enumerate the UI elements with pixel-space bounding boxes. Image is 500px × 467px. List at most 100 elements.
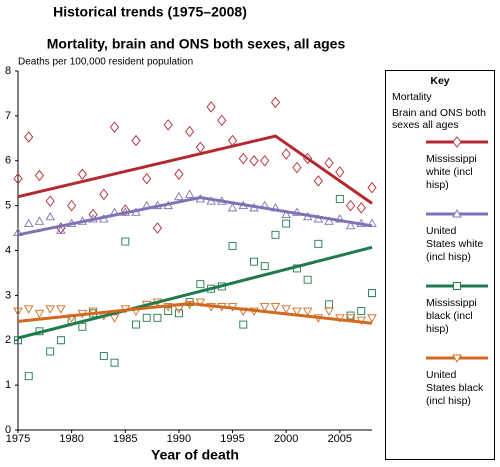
- trend-line: [17, 134, 373, 205]
- chart-subtitle: Mortality, brain and ONS both sexes, all…: [47, 36, 346, 52]
- y-tick-label: 1: [5, 379, 11, 391]
- marker: [281, 209, 291, 219]
- marker: [281, 305, 291, 314]
- trend-line: [17, 245, 373, 340]
- legend-entry: United States black (incl hisp): [392, 351, 488, 423]
- marker: [260, 155, 270, 167]
- legend-swatch: [426, 354, 488, 363]
- marker: [164, 307, 173, 316]
- marker: [303, 275, 312, 284]
- marker: [356, 202, 366, 214]
- legend-label: Mississippi white (incl hisp): [426, 153, 477, 191]
- x-tick-label: 2005: [328, 433, 352, 445]
- marker: [56, 305, 66, 314]
- marker: [271, 230, 280, 239]
- marker: [185, 125, 195, 138]
- marker: [174, 168, 184, 180]
- marker: [196, 280, 205, 289]
- y-axis-label: Deaths per 100,000 resident population: [18, 57, 193, 68]
- marker: [217, 114, 227, 127]
- marker: [345, 220, 356, 230]
- y-tick-label: 4: [5, 244, 11, 256]
- marker: [195, 298, 206, 308]
- marker: [335, 166, 345, 178]
- legend-subtitle: Mortality: [392, 91, 432, 103]
- marker: [367, 314, 377, 323]
- marker: [23, 218, 34, 228]
- x-tick-label: 1980: [59, 433, 83, 445]
- legend-entry: Mississippi black (incl hisp): [392, 279, 488, 351]
- marker: [23, 305, 34, 314]
- marker: [250, 257, 258, 266]
- marker: [313, 175, 323, 187]
- marker: [99, 352, 108, 360]
- marker: [452, 209, 462, 218]
- x-tick-label: 1975: [6, 433, 30, 445]
- marker: [56, 336, 65, 345]
- marker: [368, 289, 376, 298]
- y-tick-label: 6: [5, 155, 11, 167]
- marker: [452, 354, 462, 363]
- marker: [56, 225, 66, 234]
- marker: [99, 188, 109, 201]
- marker: [260, 262, 269, 271]
- marker: [109, 121, 120, 133]
- y-tick-label: 3: [5, 289, 11, 301]
- marker: [34, 169, 45, 182]
- marker: [346, 311, 355, 320]
- marker: [24, 372, 33, 381]
- x-tick-label: 1985: [113, 433, 137, 445]
- x-axis-label: Year of death: [151, 447, 239, 463]
- marker: [314, 239, 323, 248]
- y-tick-label: 0: [5, 424, 11, 436]
- marker: [259, 303, 270, 312]
- marker: [109, 314, 120, 323]
- legend-description: Brain and ONS both sexes all ages: [392, 107, 486, 131]
- x-tick-label: 2000: [274, 433, 298, 445]
- marker: [46, 347, 55, 356]
- marker: [292, 161, 302, 174]
- y-tick-label: 8: [5, 65, 11, 77]
- marker: [184, 189, 195, 198]
- marker: [195, 141, 205, 154]
- legend-entry: United States white (incl hisp): [392, 207, 488, 279]
- marker: [292, 307, 302, 316]
- marker: [153, 313, 162, 322]
- legend-swatch: [426, 136, 488, 148]
- marker: [45, 195, 55, 207]
- trend-line: [17, 196, 373, 237]
- legend-entries: Mississippi white (incl hisp) United Stat…: [392, 135, 488, 423]
- marker: [345, 314, 356, 323]
- marker: [34, 309, 45, 319]
- marker: [121, 237, 130, 246]
- legend-label: United States black (incl hisp): [426, 369, 484, 407]
- marker: [13, 227, 23, 236]
- y-tick-label: 2: [5, 334, 11, 346]
- marker: [13, 307, 23, 316]
- marker: [13, 172, 23, 185]
- marker: [163, 119, 173, 131]
- marker: [324, 307, 334, 316]
- marker: [335, 214, 345, 223]
- marker: [206, 101, 216, 113]
- marker: [67, 199, 77, 212]
- legend-label: Mississippi black (incl hisp): [426, 297, 477, 335]
- marker: [34, 216, 45, 225]
- marker: [174, 191, 184, 201]
- marker: [77, 168, 87, 180]
- marker: [281, 148, 291, 160]
- marker: [453, 282, 461, 290]
- marker: [174, 305, 184, 314]
- trend-line: [17, 301, 373, 325]
- marker: [325, 300, 334, 309]
- legend-swatch: [426, 282, 488, 290]
- marker: [302, 307, 313, 316]
- legend-label: United States white (incl hisp): [426, 225, 484, 263]
- marker: [270, 96, 281, 109]
- marker: [174, 309, 183, 318]
- marker: [24, 131, 34, 143]
- marker: [132, 320, 140, 329]
- chart: Historical trends (1975–2008) Mortality,…: [5, 4, 377, 463]
- y-tick-label: 7: [5, 110, 11, 122]
